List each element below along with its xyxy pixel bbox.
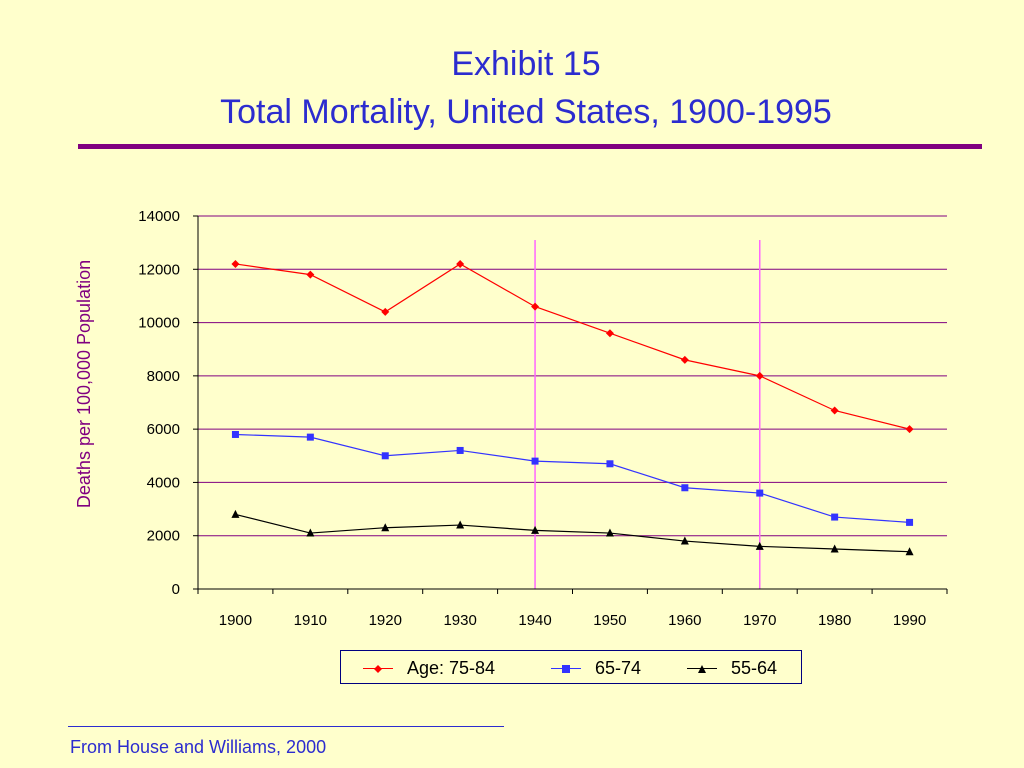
legend-item-75-84: Age: 75-84: [363, 657, 533, 679]
y-tick-label: 8000: [147, 368, 180, 385]
title-line-2: Total Mortality, United States, 1900-199…: [220, 93, 832, 131]
data-point-square: [606, 460, 614, 468]
data-point-square: [231, 430, 239, 438]
data-point-diamond: [456, 259, 465, 268]
source-divider: [68, 726, 504, 727]
data-point-square: [531, 457, 539, 465]
data-point-square: [306, 433, 314, 441]
data-point-square: [456, 446, 464, 454]
data-point-square: [381, 452, 389, 460]
x-tick-label: 1900: [219, 612, 252, 629]
data-point-diamond: [231, 259, 240, 268]
series-line-2: [235, 513, 910, 553]
data-point-diamond: [531, 302, 540, 311]
data-point-square: [906, 518, 914, 526]
data-point-triangle: [531, 525, 540, 534]
data-point-diamond: [605, 329, 614, 338]
y-tick-label: 6000: [147, 421, 180, 438]
data-point-triangle: [456, 520, 465, 529]
data-point-triangle: [605, 528, 614, 537]
y-tick-label: 0: [172, 581, 180, 598]
x-tick-label: 1970: [743, 612, 776, 629]
x-tick-label: 1960: [668, 612, 701, 629]
data-point-triangle: [755, 541, 764, 550]
legend-item-55-64: 55-64: [687, 657, 787, 679]
data-point-triangle: [905, 547, 914, 556]
y-tick-label: 14000: [138, 208, 180, 225]
y-tick-label: 2000: [147, 528, 180, 545]
data-point-diamond: [905, 425, 914, 434]
legend-label-55-64: 55-64: [731, 658, 778, 678]
y-axis-title: Deaths per 100,000 Population: [74, 259, 94, 509]
chart-legend: Age: 75-84 65-74 55-64: [340, 650, 802, 684]
data-point-triangle: [306, 528, 315, 537]
title-underline: [78, 144, 982, 149]
y-tick-label: 10000: [138, 315, 180, 332]
data-point-diamond: [680, 355, 689, 364]
legend-label-75-84: Age: 75-84: [407, 658, 496, 678]
series-line-1: [235, 433, 910, 523]
data-point-diamond: [755, 371, 764, 380]
square-marker-icon: [562, 665, 570, 673]
slide-title: Exhibit 15 Total Mortality, United State…: [0, 40, 1024, 136]
triangle-marker-icon: [698, 665, 706, 673]
legend-item-65-74: 65-74: [551, 657, 661, 679]
data-point-diamond: [381, 307, 390, 316]
legend-label-65-74: 65-74: [595, 658, 642, 678]
x-tick-label: 1910: [294, 612, 327, 629]
y-tick-label: 12000: [138, 261, 180, 278]
x-tick-label: 1920: [369, 612, 402, 629]
x-tick-label: 1980: [818, 612, 851, 629]
data-point-square: [756, 489, 764, 497]
diamond-marker-icon: [374, 665, 382, 673]
title-line-1: Exhibit 15: [451, 45, 601, 83]
x-tick-label: 1950: [593, 612, 626, 629]
x-tick-label: 1940: [518, 612, 551, 629]
x-tick-label: 1990: [893, 612, 926, 629]
data-point-square: [831, 513, 839, 521]
data-point-triangle: [680, 536, 689, 545]
data-point-triangle: [381, 523, 390, 532]
data-point-diamond: [306, 270, 315, 279]
series-line-0: [235, 263, 910, 430]
source-note: From House and Williams, 2000: [70, 737, 327, 757]
data-point-square: [681, 484, 689, 492]
x-tick-label: 1930: [443, 612, 476, 629]
data-point-triangle: [231, 509, 240, 518]
y-tick-label: 4000: [147, 474, 180, 491]
data-point-triangle: [830, 544, 839, 553]
data-point-diamond: [830, 406, 839, 415]
